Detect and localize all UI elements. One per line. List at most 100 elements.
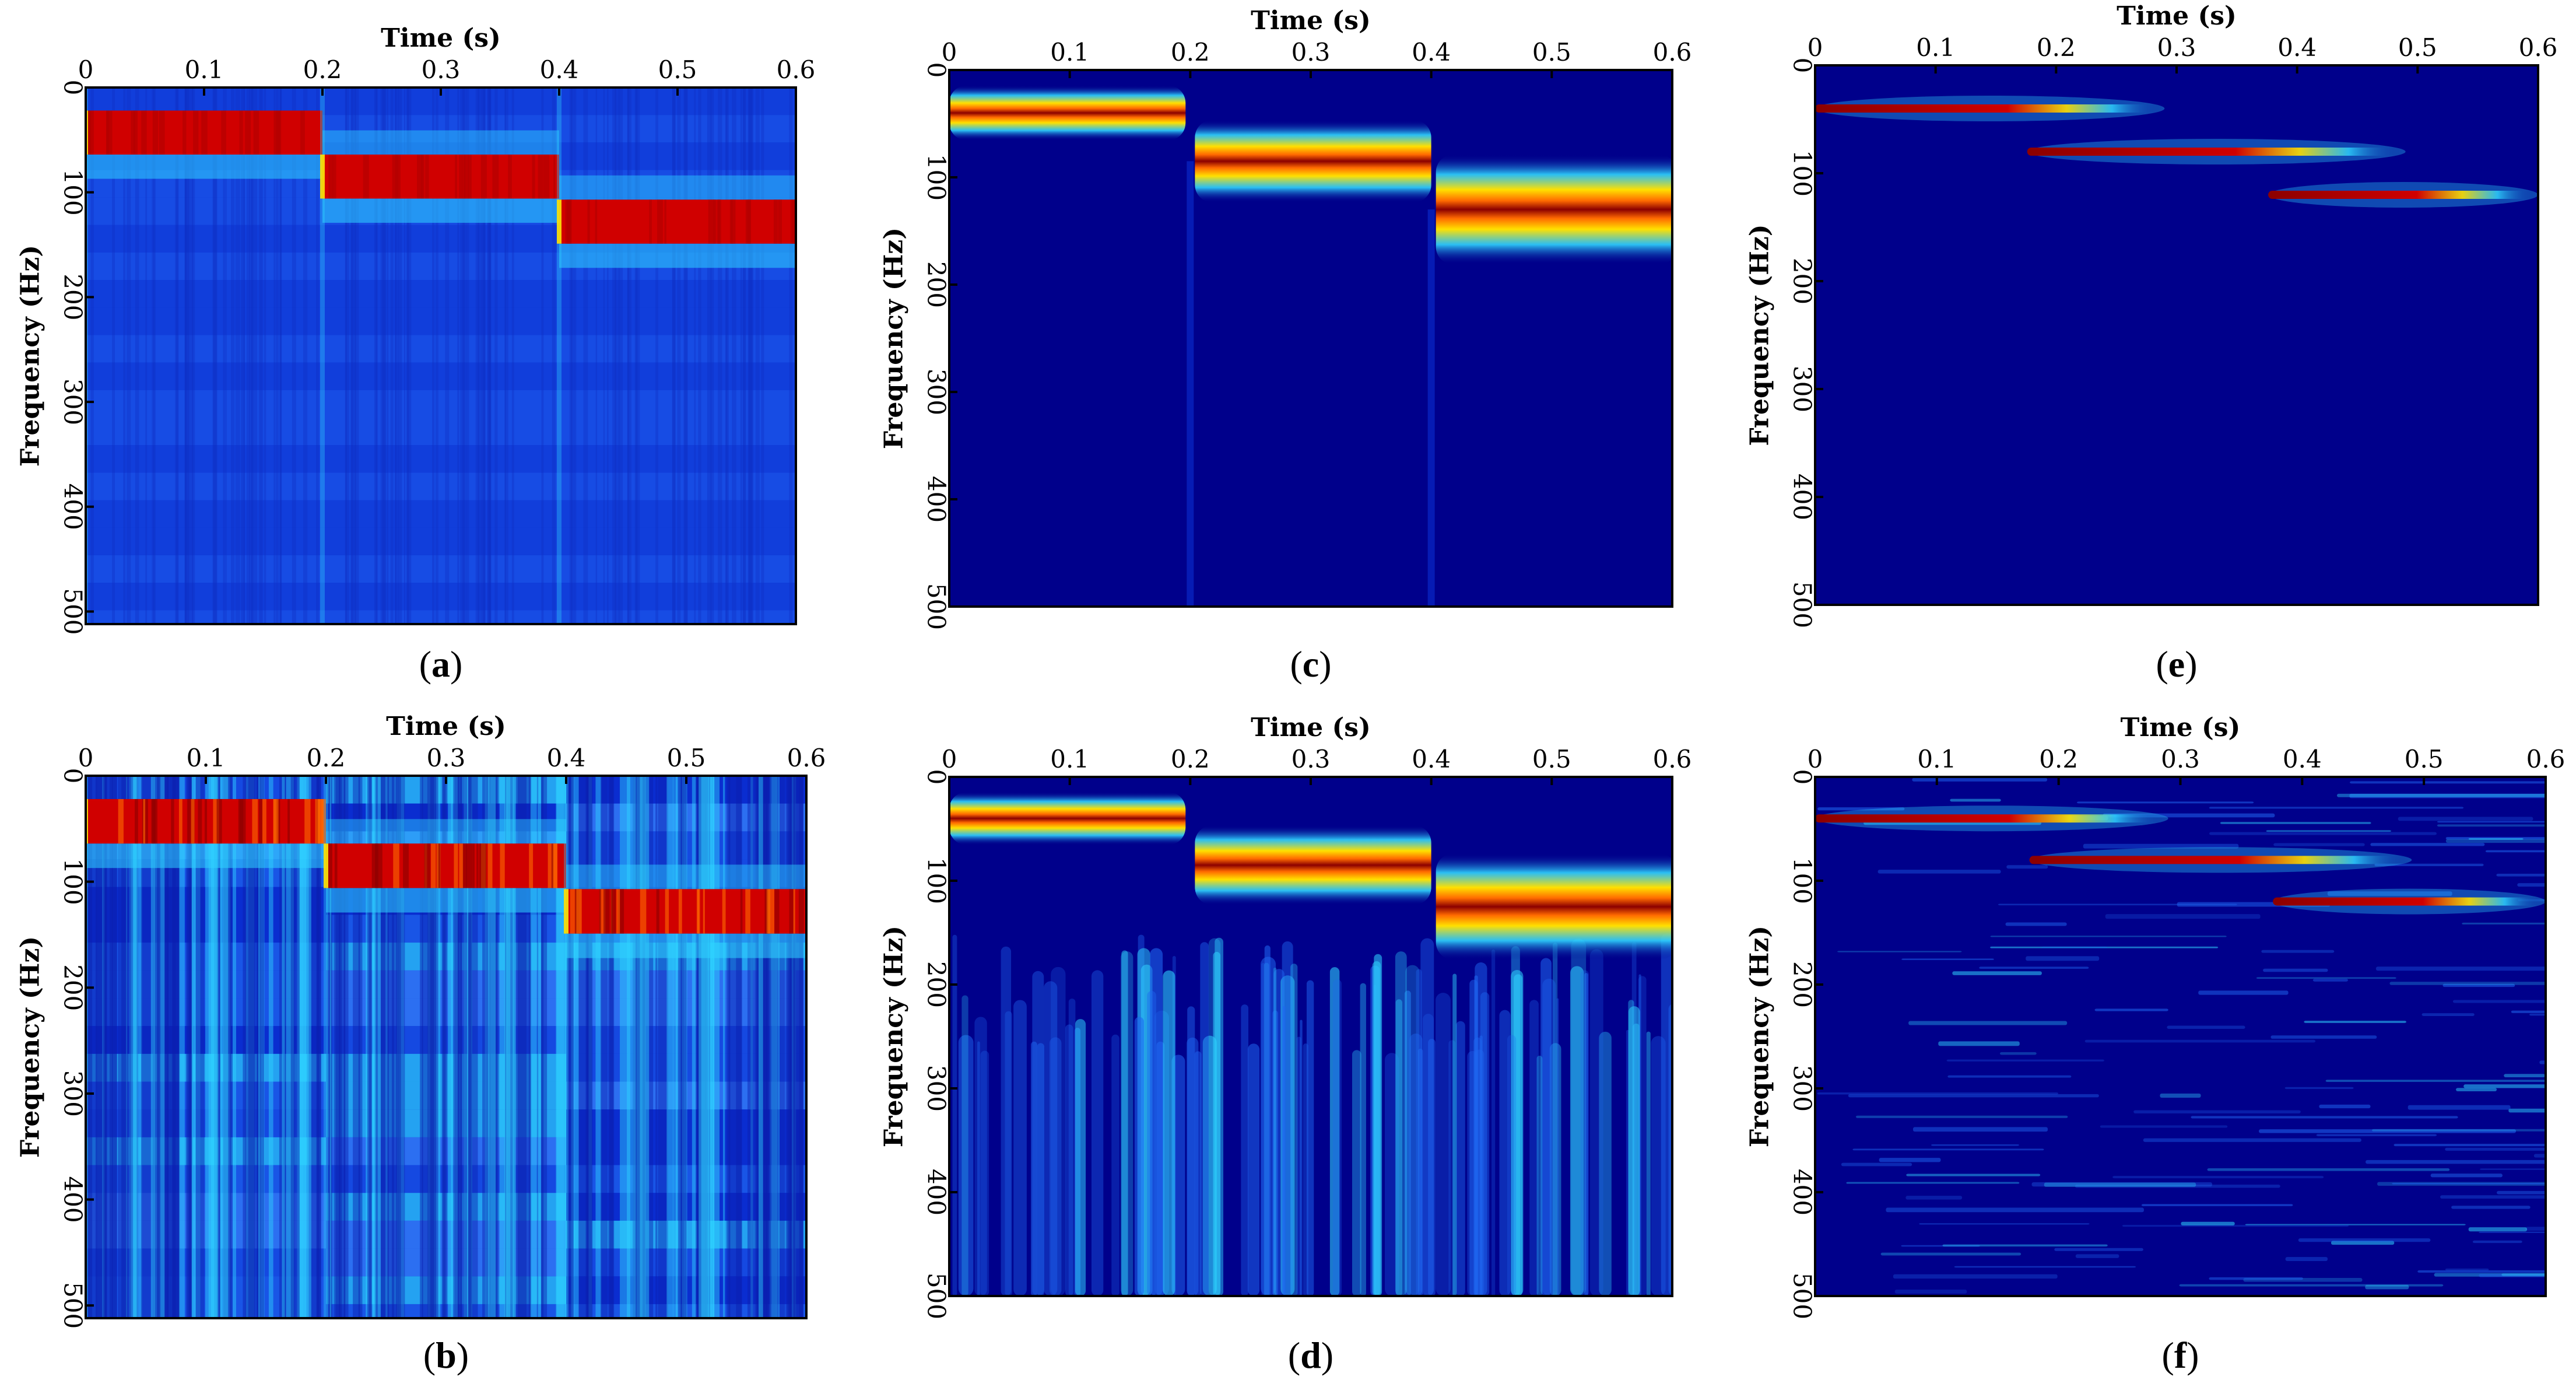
noise-streak	[1448, 1040, 1456, 1296]
y-tick-label: 400	[1788, 1169, 1817, 1216]
striation	[258, 87, 262, 624]
striation	[750, 87, 754, 624]
band-texture	[135, 798, 138, 844]
band-texture	[159, 110, 165, 155]
striation	[634, 87, 637, 624]
noise-streak	[2462, 922, 2546, 925]
striation	[487, 87, 492, 624]
striation	[677, 87, 681, 624]
x-tick-label: 0.5	[658, 55, 697, 84]
striation	[608, 776, 615, 1318]
striation	[191, 776, 196, 1318]
freq-bin	[322, 500, 559, 528]
striation	[87, 776, 97, 1318]
freq-bin	[326, 1248, 566, 1277]
freq-bin	[566, 1276, 806, 1304]
y-tick-label: 0	[922, 62, 951, 78]
noise-streak	[974, 1017, 987, 1296]
noise-streak	[1905, 1196, 1963, 1200]
freq-bin	[86, 335, 322, 363]
striation	[684, 87, 687, 624]
noise-streak	[1990, 936, 2227, 937]
noise-streak	[2167, 1025, 2245, 1029]
noise-streak	[1121, 951, 1133, 1296]
freq-bin	[86, 583, 322, 611]
noise-streak	[2437, 824, 2546, 827]
striation	[462, 87, 467, 624]
band-texture	[106, 110, 110, 155]
x-axis-label: Time (s)	[2117, 1, 2237, 31]
noise-streak	[1395, 999, 1402, 1296]
striation	[344, 776, 349, 1318]
noise-streak	[2191, 1116, 2458, 1119]
y-axis-label: Frequency (Hz)	[879, 926, 909, 1147]
band-texture	[774, 889, 780, 934]
noise-streak	[1628, 1006, 1640, 1296]
band-texture	[603, 889, 610, 934]
freq-bin	[566, 1248, 806, 1277]
striation	[504, 87, 506, 624]
striation	[467, 776, 472, 1318]
x-tick-label: 0	[1808, 745, 1823, 773]
noise-streak	[2041, 946, 2108, 948]
freq-bin	[326, 1109, 566, 1137]
band-texture	[262, 798, 266, 844]
x-tick-label: 0.1	[1917, 745, 1956, 773]
y-axis-label: Frequency (Hz)	[1745, 224, 1775, 446]
freq-bin	[86, 1276, 326, 1304]
noise-streak	[1947, 1075, 2072, 1078]
noise-streak	[2393, 1144, 2546, 1147]
striation	[317, 776, 321, 1318]
band-texture	[455, 155, 457, 199]
noise-streak	[2044, 1182, 2196, 1187]
striation	[478, 87, 482, 624]
band-texture	[304, 798, 311, 844]
noise-streak	[1946, 1059, 2104, 1062]
striation	[184, 87, 189, 624]
freq-bin	[86, 418, 322, 446]
noise-streak	[2479, 1231, 2546, 1233]
freq-bin	[86, 970, 326, 999]
y-tick-label: 300	[59, 379, 87, 425]
x-tick-label: 0.2	[307, 744, 346, 772]
noise-streak	[2207, 1168, 2450, 1171]
y-tick-label: 500	[922, 1273, 951, 1319]
freq-bin	[559, 142, 796, 170]
band-texture	[565, 199, 571, 244]
noise-streak	[2442, 983, 2515, 987]
striation	[391, 776, 399, 1318]
band-texture	[204, 798, 208, 844]
freq-bin	[322, 555, 559, 583]
band-texture	[612, 889, 616, 934]
striation	[620, 776, 625, 1318]
freq-bin	[559, 362, 796, 390]
segment-edge-hot	[320, 155, 325, 199]
freq-bin	[322, 472, 559, 500]
y-tick-label: 500	[59, 588, 87, 635]
striation	[627, 87, 631, 624]
striation	[345, 87, 350, 624]
striation	[208, 776, 219, 1318]
striation	[460, 87, 465, 624]
band-texture	[376, 843, 382, 888]
freq-bin	[559, 583, 796, 611]
noise-streak	[1303, 1043, 1308, 1296]
x-axis-a: 0 0.1 0.2 0.3 0.4 0.5 0.6 Time (s)	[78, 23, 815, 96]
side-band	[326, 819, 566, 844]
striation	[394, 87, 399, 624]
striation	[279, 87, 282, 624]
striation	[583, 87, 588, 624]
noise-streak	[2496, 873, 2546, 877]
striation	[223, 776, 233, 1318]
side-band	[86, 155, 322, 179]
noise-streak	[2122, 1225, 2349, 1227]
noise-streak	[1841, 1162, 1912, 1167]
striation	[567, 776, 574, 1318]
band-texture	[193, 110, 199, 155]
noise-streak	[2133, 1110, 2301, 1113]
band-texture	[201, 110, 208, 155]
band-texture	[717, 199, 721, 244]
x-tick-label: 0.1	[187, 744, 226, 772]
band-texture	[431, 843, 436, 888]
striation	[335, 776, 343, 1318]
